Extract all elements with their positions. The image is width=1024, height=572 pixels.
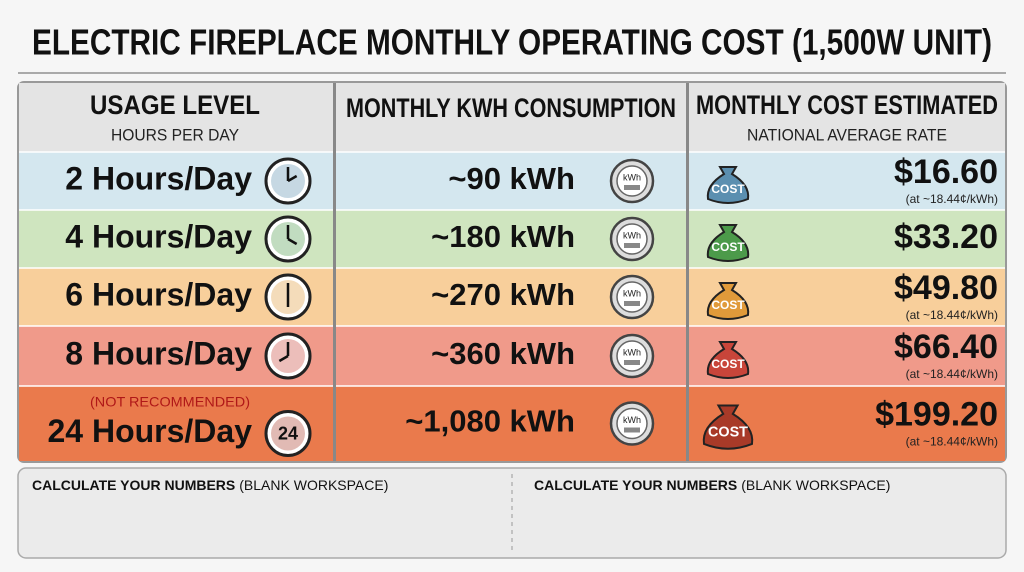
workspace xyxy=(17,467,1007,559)
cost-value: $33.20 xyxy=(894,218,998,256)
column-title: MONTHLY COST ESTIMATED xyxy=(696,90,998,120)
meter-digits xyxy=(624,185,640,190)
warning-note: (NOT RECOMMENDED) xyxy=(90,394,250,410)
workspace-label-rest: (BLANK WORKSPACE) xyxy=(741,477,890,493)
column-title: MONTHLY KWH CONSUMPTION xyxy=(346,93,676,123)
usage-level: 8 Hours/Day xyxy=(65,335,252,371)
workspace-labels: CALCULATE YOUR NUMBERS (BLANK WORKSPACE) C… xyxy=(32,477,890,493)
clock-label: 24 xyxy=(278,423,298,443)
usage-level: 6 Hours/Day xyxy=(65,276,252,312)
kwh-value: ~1,080 kWh xyxy=(405,404,575,439)
meter-digits xyxy=(624,243,640,248)
cost-value: $66.40 xyxy=(894,328,998,366)
rate-note: (at ~18.44¢/kWh) xyxy=(906,367,998,381)
bag-label: COST xyxy=(708,424,748,440)
cost-bag xyxy=(706,166,750,204)
usage-level: 4 Hours/Day xyxy=(65,218,252,254)
workspace-label-rest: (BLANK WORKSPACE) xyxy=(239,477,388,493)
column-subtitle: HOURS PER DAY xyxy=(111,125,239,144)
title: ELECTRIC FIREPLACE MONTHLY OPERATING COS… xyxy=(32,22,992,63)
meter-label: kWh xyxy=(623,347,641,357)
workspace-label-bold: CALCULATE YOUR NUMBERS xyxy=(32,477,235,493)
clock-hand xyxy=(278,354,289,363)
rate-note: (at ~18.44¢/kWh) xyxy=(906,435,998,449)
bag-label: COST xyxy=(711,298,745,312)
bag-label: COST xyxy=(711,182,745,196)
usage-level: 2 Hours/Day xyxy=(65,160,252,196)
bag-label: COST xyxy=(711,240,745,254)
cost-value: $16.60 xyxy=(894,153,998,191)
header xyxy=(19,83,1005,152)
rate-note: (at ~18.44¢/kWh) xyxy=(906,308,998,322)
column-title: USAGE LEVEL xyxy=(90,90,260,120)
meter-label: kWh xyxy=(623,415,641,425)
bag-label: COST xyxy=(711,357,745,371)
meter-label: kWh xyxy=(623,172,641,182)
kwh-value: ~90 kWh xyxy=(448,161,575,196)
table: USAGE LEVEL HOURS PER DAY MONTHLY KWH CONS… xyxy=(19,83,1005,461)
meter-digits xyxy=(624,360,640,365)
workspace-label: CALCULATE YOUR NUMBERS (BLANK WORKSPACE) xyxy=(534,477,890,493)
cost-value: $49.80 xyxy=(894,269,998,307)
cost-bag xyxy=(706,282,750,320)
kwh-value: ~360 kWh xyxy=(431,336,575,371)
kwh-value: ~270 kWh xyxy=(431,277,575,312)
meter-label: kWh xyxy=(623,288,641,298)
meter-digits xyxy=(624,301,640,306)
cost-bag xyxy=(702,404,754,450)
clock-icon xyxy=(264,410,312,457)
cost-bag xyxy=(706,224,750,262)
clock-face xyxy=(271,416,305,451)
rate-note: (at ~18.44¢/kWh) xyxy=(906,192,998,206)
kwh-value: ~180 kWh xyxy=(431,219,575,254)
workspace-label-bold: CALCULATE YOUR NUMBERS xyxy=(534,477,737,493)
meter-digits xyxy=(624,427,640,433)
cost-value: $199.20 xyxy=(875,395,998,433)
clock-hand xyxy=(287,237,298,246)
cost-bag xyxy=(706,341,750,379)
clock-hand xyxy=(287,174,298,183)
workspace-label: CALCULATE YOUR NUMBERS (BLANK WORKSPACE) xyxy=(32,477,388,493)
meter-label: kWh xyxy=(623,230,641,240)
usage-level: 24 Hours/Day xyxy=(47,413,252,449)
column-subtitle: NATIONAL AVERAGE RATE xyxy=(747,125,947,144)
